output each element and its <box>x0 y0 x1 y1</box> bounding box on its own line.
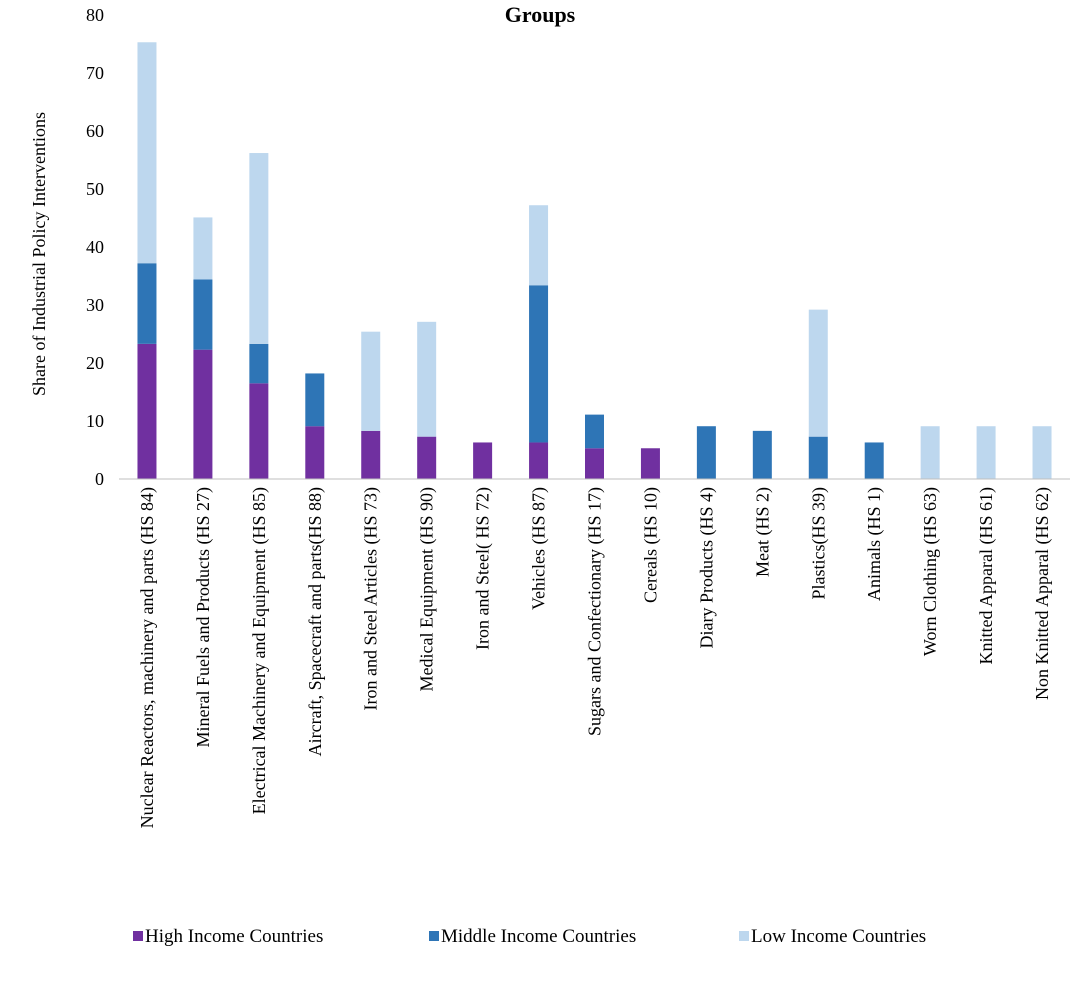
x-tick-label: Diary Products (HS 4) <box>696 487 717 648</box>
bar-segment <box>696 426 716 479</box>
legend-label: Low Income Countries <box>751 926 926 947</box>
y-tick-label: 80 <box>86 5 104 25</box>
y-tick-label: 10 <box>86 411 104 431</box>
y-tick-label: 50 <box>86 179 104 199</box>
bar-segment <box>808 436 828 479</box>
y-tick-label: 70 <box>86 63 104 83</box>
x-tick-label: Cereals (HS 10) <box>640 487 661 603</box>
x-tick-label: Medical Equipment (HS 90) <box>417 487 438 691</box>
bar-segment <box>305 426 325 479</box>
bar-segment <box>193 279 213 350</box>
chart-title: Groups <box>505 2 576 27</box>
bar-segment <box>305 373 325 427</box>
y-tick-label: 40 <box>86 237 104 257</box>
y-tick-label: 30 <box>86 295 104 315</box>
bar-segment <box>529 205 549 286</box>
bar-segment <box>529 285 549 443</box>
bar-segment <box>137 343 157 479</box>
bar-segment <box>361 430 381 479</box>
bar-segment <box>640 448 660 479</box>
legend-swatch <box>133 931 143 941</box>
bar-segment <box>417 436 437 479</box>
y-tick-label: 20 <box>86 353 104 373</box>
bar-segment <box>529 442 549 479</box>
bar-segment <box>137 42 157 264</box>
bar-segment <box>920 426 940 479</box>
y-tick-label: 0 <box>95 469 104 489</box>
bar-segment <box>417 321 437 437</box>
y-axis-title: Share of Industrial Policy Interventions <box>29 112 49 396</box>
bar-segment <box>361 331 381 431</box>
x-tick-label: Aircraft, Spacecraft and parts(HS 88) <box>305 487 326 756</box>
bar-segment <box>249 153 269 344</box>
legend-swatch <box>429 931 439 941</box>
legend: High Income Countries Middle Income Count… <box>133 926 926 947</box>
bar-segment <box>473 442 493 479</box>
x-tick-label: Sugars and Confectionary (HS 17) <box>585 487 606 736</box>
bar-segment <box>585 414 604 449</box>
y-axis: 0 10 20 30 40 50 60 70 80 <box>86 5 104 489</box>
x-tick-label: Plastics(HS 39) <box>808 487 829 600</box>
legend-swatch <box>739 931 749 941</box>
x-tick-label: Animals (HS 1) <box>864 487 885 601</box>
bar-segment <box>976 426 996 479</box>
bar-segment <box>249 383 269 479</box>
x-tick-label: Meat (HS 2) <box>752 487 773 577</box>
x-tick-label: Worn Clothing (HS 63) <box>920 487 941 656</box>
bar-segment <box>752 430 772 479</box>
y-tick-label: 60 <box>86 121 104 141</box>
x-tick-label: Electrical Machinery and Equipment (HS 8… <box>249 487 270 814</box>
bar-segment <box>864 442 884 479</box>
bar-segment <box>1032 426 1052 479</box>
bars <box>137 42 1052 479</box>
category-labels: Nuclear Reactors, machinery and parts (H… <box>137 487 1053 828</box>
bar-segment <box>585 448 604 479</box>
x-tick-label: Knitted Apparal (HS 61) <box>976 487 997 664</box>
x-tick-label: Mineral Fuels and Products (HS 27) <box>193 487 214 747</box>
bar-segment <box>193 217 213 280</box>
bar-segment <box>249 343 269 384</box>
legend-label: High Income Countries <box>145 926 323 947</box>
x-tick-label: Vehicles (HS 87) <box>529 487 550 610</box>
x-tick-label: Non Knitted Apparal (HS 62) <box>1032 487 1053 700</box>
legend-label: Middle Income Countries <box>441 926 636 947</box>
x-tick-label: Iron and Steel Articles (HS 73) <box>361 487 382 710</box>
x-tick-label: Iron and Steel( HS 72) <box>473 487 494 650</box>
bar-segment <box>137 263 157 344</box>
bar-segment <box>193 349 213 479</box>
x-tick-label: Nuclear Reactors, machinery and parts (H… <box>137 487 158 828</box>
bar-segment <box>808 309 828 437</box>
